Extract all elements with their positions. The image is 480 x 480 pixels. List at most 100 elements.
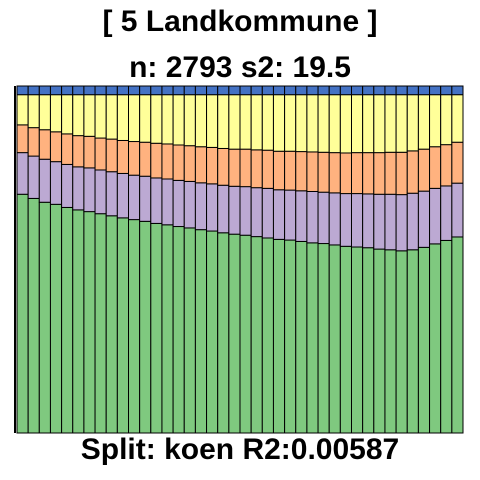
bar-segment-green (194, 229, 208, 434)
bar-segment-orange (38, 129, 51, 160)
bar-segment-purple (406, 192, 419, 251)
bar-segment-green (27, 197, 40, 434)
bar-segment-orange (61, 133, 74, 165)
bar-segment-purple (451, 182, 464, 238)
bar-segment-yellow (128, 94, 141, 143)
bar-segment-orange (172, 144, 185, 181)
bar-segment-green (239, 234, 252, 434)
bar-segment-orange (261, 149, 274, 189)
bar-segment-blue (217, 85, 230, 96)
bar-segment-blue (317, 85, 330, 96)
bar-segment-blue (150, 85, 163, 96)
bar-segment-blue (328, 85, 341, 96)
bar-segment-yellow (339, 94, 353, 154)
bars-group (16, 85, 464, 434)
bar-segment-blue (49, 85, 63, 96)
bar-segment-orange (128, 141, 141, 176)
bar-segment-green (83, 211, 96, 434)
bar-segment-purple (417, 190, 431, 248)
bar-segment-blue (94, 85, 107, 96)
bar-segment-yellow (406, 94, 419, 152)
bar-segment-purple (139, 175, 152, 222)
bar-segment-green (451, 236, 464, 434)
bar-segment-blue (306, 85, 319, 96)
bar-segment-purple (217, 184, 230, 234)
bar-segment-purple (49, 161, 63, 205)
bar-segment-yellow (83, 94, 96, 137)
bar-segment-blue (105, 85, 118, 96)
bar-segment-green (183, 227, 196, 434)
split-label: Split: koen R2:0.00587 (80, 433, 400, 466)
bar-segment-yellow (38, 94, 51, 131)
bar-segment-purple (317, 191, 330, 245)
bar-segment-blue (451, 85, 464, 96)
bar-segment-purple (38, 158, 51, 203)
bar-segment-blue (228, 85, 241, 96)
bar-segment-purple (228, 185, 241, 235)
bar-segment-orange (373, 152, 386, 195)
bar-segment-blue (16, 85, 29, 96)
bar-segment-orange (406, 150, 419, 194)
bar-segment-blue (440, 85, 453, 96)
bar-segment-purple (150, 177, 163, 224)
bar-segment-green (261, 237, 274, 434)
bar-segment-yellow (295, 94, 308, 153)
bar-segment-orange (139, 141, 152, 177)
bar-segment-blue (116, 85, 129, 96)
bar-segment-green (373, 248, 386, 434)
bar-segment-orange (306, 151, 319, 192)
bar-segment-yellow (206, 94, 219, 148)
bar-segment-purple (161, 178, 174, 226)
bar-segment-orange (362, 152, 375, 195)
bar-segment-orange (83, 135, 96, 169)
bar-segment-blue (351, 85, 364, 96)
bar-segment-green (116, 217, 129, 434)
bar-segment-green (351, 246, 364, 434)
bar-segment-green (161, 224, 174, 434)
bar-segment-purple (351, 193, 364, 248)
bar-segment-orange (440, 144, 453, 187)
bar-segment-blue (250, 85, 263, 96)
bar-segment-orange (49, 131, 63, 163)
bar-segment-yellow (351, 94, 364, 154)
bar-segment-green (429, 243, 442, 434)
bar-segment-yellow (183, 94, 196, 147)
bar-segment-orange (194, 146, 208, 184)
bar-segment-blue (284, 85, 297, 96)
bar-segment-green (417, 246, 431, 434)
bar-segment-green (250, 236, 263, 434)
bar-segment-orange (384, 151, 397, 195)
bar-segment-yellow (61, 94, 74, 135)
bar-segment-blue (339, 85, 353, 96)
bar-segment-green (72, 209, 85, 434)
bar-segment-blue (27, 85, 40, 96)
bar-segment-yellow (284, 94, 297, 152)
bar-segment-blue (183, 85, 196, 96)
bar-segment-green (384, 249, 397, 434)
bar-segment-blue (295, 85, 308, 96)
bar-segment-yellow (105, 94, 118, 140)
bar-segment-purple (328, 192, 341, 246)
bar-segment-green (150, 222, 163, 434)
bar-segment-green (440, 239, 453, 434)
bar-segment-blue (395, 85, 408, 96)
bar-segment-green (172, 226, 185, 434)
bar-segment-yellow (272, 94, 286, 152)
bar-segment-blue (373, 85, 386, 96)
bar-segment-purple (83, 167, 96, 213)
bar-segment-yellow (116, 94, 129, 141)
bar-segment-orange (27, 127, 40, 157)
bar-segment-yellow (306, 94, 319, 153)
bar-segment-yellow (161, 94, 174, 145)
bar-segment-purple (61, 163, 74, 208)
bar-segment-blue (61, 85, 74, 96)
bar-segment-yellow (395, 94, 408, 153)
bar-segment-orange (295, 151, 308, 192)
bar-segment-purple (94, 169, 107, 215)
bar-segment-purple (306, 190, 319, 244)
bar-segment-green (272, 238, 286, 434)
bar-segment-green (105, 215, 118, 434)
bar-segment-purple (250, 187, 263, 238)
bar-segment-yellow (228, 94, 241, 150)
